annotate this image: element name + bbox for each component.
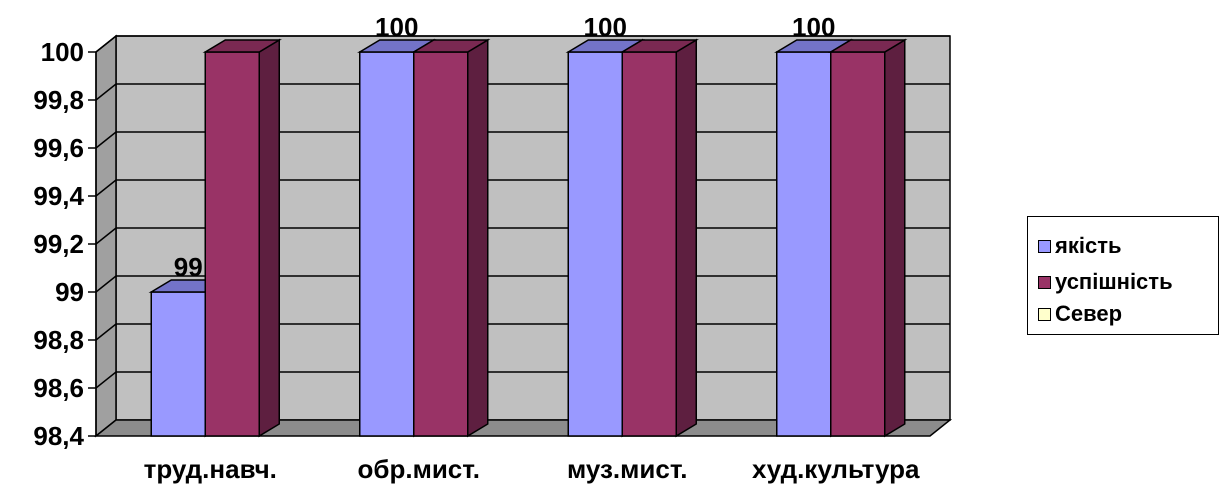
- data-label: 99: [174, 252, 203, 282]
- bar: [621, 51, 677, 437]
- data-label: 100: [584, 12, 627, 42]
- y-tick-label: 99,8: [33, 85, 84, 115]
- legend-label-uspishnist: успішність: [1055, 269, 1173, 294]
- bar-top: [619, 39, 699, 53]
- y-tick-label: 99: [55, 277, 84, 307]
- bar-side: [467, 38, 489, 438]
- legend-swatch-yakist: [1038, 239, 1051, 253]
- legend: якість успішність Север: [1027, 216, 1219, 335]
- legend-swatch-uspishnist: [1038, 275, 1051, 289]
- legend-label-yakist: якість: [1055, 233, 1122, 258]
- bar: [150, 291, 206, 437]
- y-tick-label: 98,6: [33, 373, 84, 403]
- legend-item-uspishnist: успішність: [1038, 267, 1173, 297]
- data-label: 100: [792, 12, 835, 42]
- bar-top: [828, 39, 908, 53]
- legend-item-sever: Север: [1038, 299, 1122, 329]
- bar: [830, 51, 886, 437]
- x-tick-label: обр.мист.: [358, 454, 480, 484]
- y-tick-label: 99,2: [33, 229, 84, 259]
- y-tick-label: 99,4: [33, 181, 84, 211]
- y-tick-label: 98,4: [33, 421, 84, 451]
- data-label: 100: [375, 12, 418, 42]
- y-tick-label: 99,6: [33, 133, 84, 163]
- bar-side: [884, 38, 906, 438]
- bar-side: [258, 38, 280, 438]
- bar: [413, 51, 469, 437]
- bar: [204, 51, 260, 437]
- bar-top: [202, 39, 282, 53]
- legend-label-sever: Север: [1055, 301, 1123, 326]
- bar: [359, 51, 415, 437]
- x-tick-label: муз.мист.: [567, 454, 688, 484]
- bar: [776, 51, 832, 437]
- bar-top: [411, 39, 491, 53]
- y-tick-label: 98,8: [33, 325, 84, 355]
- legend-item-yakist: якість: [1038, 231, 1122, 261]
- legend-swatch-sever: [1038, 307, 1051, 321]
- y-tick-label: 100: [41, 37, 84, 67]
- x-tick-label: труд.навч.: [144, 454, 277, 484]
- bar: [567, 51, 623, 437]
- x-tick-label: худ.культура: [752, 454, 920, 484]
- gridline: [95, 35, 950, 53]
- bar-side: [675, 38, 697, 438]
